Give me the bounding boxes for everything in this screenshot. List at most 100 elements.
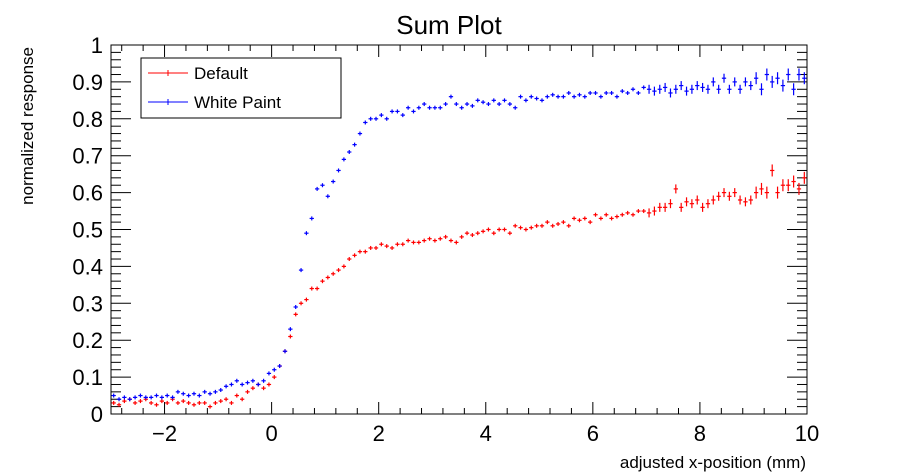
data-point	[202, 400, 207, 405]
data-point	[422, 238, 427, 243]
data-point	[550, 223, 555, 228]
data-point	[314, 286, 320, 291]
y-axis-label: normalized response	[18, 47, 37, 205]
data-point	[657, 84, 662, 94]
data-point	[234, 378, 239, 383]
x-tick-label: 2	[373, 421, 385, 446]
data-point	[352, 253, 357, 258]
data-point	[497, 102, 502, 107]
data-point	[770, 75, 775, 88]
data-point	[588, 90, 593, 95]
data-point	[347, 150, 352, 155]
data-point	[614, 94, 620, 99]
y-tick-label: 0.8	[72, 107, 103, 132]
data-point	[727, 191, 732, 201]
data-point	[518, 94, 523, 99]
series-default	[111, 164, 807, 409]
data-point	[261, 378, 266, 383]
data-point	[202, 389, 207, 394]
data-point	[780, 179, 786, 192]
data-point	[207, 391, 213, 396]
data-point	[154, 393, 159, 398]
data-point	[529, 94, 534, 99]
data-point	[186, 393, 191, 398]
data-point	[111, 393, 116, 398]
data-point	[357, 249, 363, 254]
data-point	[116, 397, 122, 402]
data-point	[304, 297, 309, 302]
data-point	[646, 84, 652, 94]
data-point	[288, 334, 293, 339]
y-tick-label: 0.6	[72, 181, 103, 206]
data-point	[438, 105, 443, 110]
y-axis-tick-labels: 0 0.1 0.2 0.3 0.4 0.5 0.6 0.7 0.8 0.9 1	[72, 33, 103, 427]
data-point	[261, 386, 266, 391]
data-point	[298, 301, 304, 306]
data-point	[357, 131, 363, 136]
data-point	[486, 227, 491, 232]
data-point	[379, 113, 384, 118]
data-point	[159, 395, 165, 400]
data-point	[673, 184, 678, 194]
data-point	[234, 393, 239, 398]
data-point	[395, 242, 400, 247]
legend-white-paint-label: White Paint	[194, 93, 281, 112]
data-point	[721, 73, 727, 83]
data-point	[561, 94, 566, 99]
data-point	[197, 393, 202, 398]
data-point	[802, 171, 807, 184]
data-point	[389, 109, 395, 114]
data-point	[684, 86, 689, 96]
data-point	[641, 209, 646, 214]
data-point	[491, 98, 496, 103]
data-point	[571, 94, 577, 99]
data-point	[191, 402, 197, 407]
data-point	[331, 179, 336, 184]
data-point	[272, 375, 277, 380]
data-point	[416, 240, 421, 245]
data-point	[780, 79, 786, 92]
chart-title: Sum Plot	[396, 10, 502, 40]
data-point	[529, 225, 534, 230]
x-axis-tick-labels: −2 0 2 4 6 8 10	[152, 421, 819, 446]
data-point	[165, 393, 170, 398]
data-point	[748, 81, 753, 91]
data-point	[427, 105, 432, 110]
data-point	[577, 92, 582, 97]
data-point	[218, 388, 223, 393]
data-point	[668, 88, 673, 98]
data-point	[502, 98, 507, 103]
data-point	[405, 105, 411, 110]
data-point	[620, 212, 625, 217]
data-point	[630, 87, 636, 92]
data-point	[454, 240, 459, 245]
data-point	[523, 227, 529, 232]
data-point	[111, 400, 116, 405]
data-point	[320, 279, 325, 284]
x-tick-label: 4	[480, 421, 492, 446]
data-point	[122, 399, 127, 404]
data-point	[138, 393, 143, 398]
data-point	[604, 90, 609, 95]
data-point	[411, 240, 416, 245]
data-point	[432, 238, 438, 243]
data-point	[191, 391, 197, 396]
data-point	[507, 102, 513, 107]
data-point	[293, 304, 298, 309]
data-point	[791, 175, 796, 188]
data-point	[636, 90, 641, 95]
data-point	[373, 116, 379, 121]
data-point	[566, 223, 571, 228]
data-point	[336, 168, 341, 173]
data-point	[545, 220, 550, 225]
data-point	[250, 386, 256, 391]
data-point	[325, 275, 330, 280]
data-point	[689, 199, 695, 209]
data-point	[545, 94, 550, 99]
data-point	[662, 202, 668, 212]
data-point	[534, 96, 539, 101]
x-axis-label: adjusted x-position (mm)	[620, 453, 806, 472]
data-point	[250, 378, 256, 383]
y-tick-label: 0.5	[72, 218, 103, 243]
data-point	[743, 197, 748, 207]
